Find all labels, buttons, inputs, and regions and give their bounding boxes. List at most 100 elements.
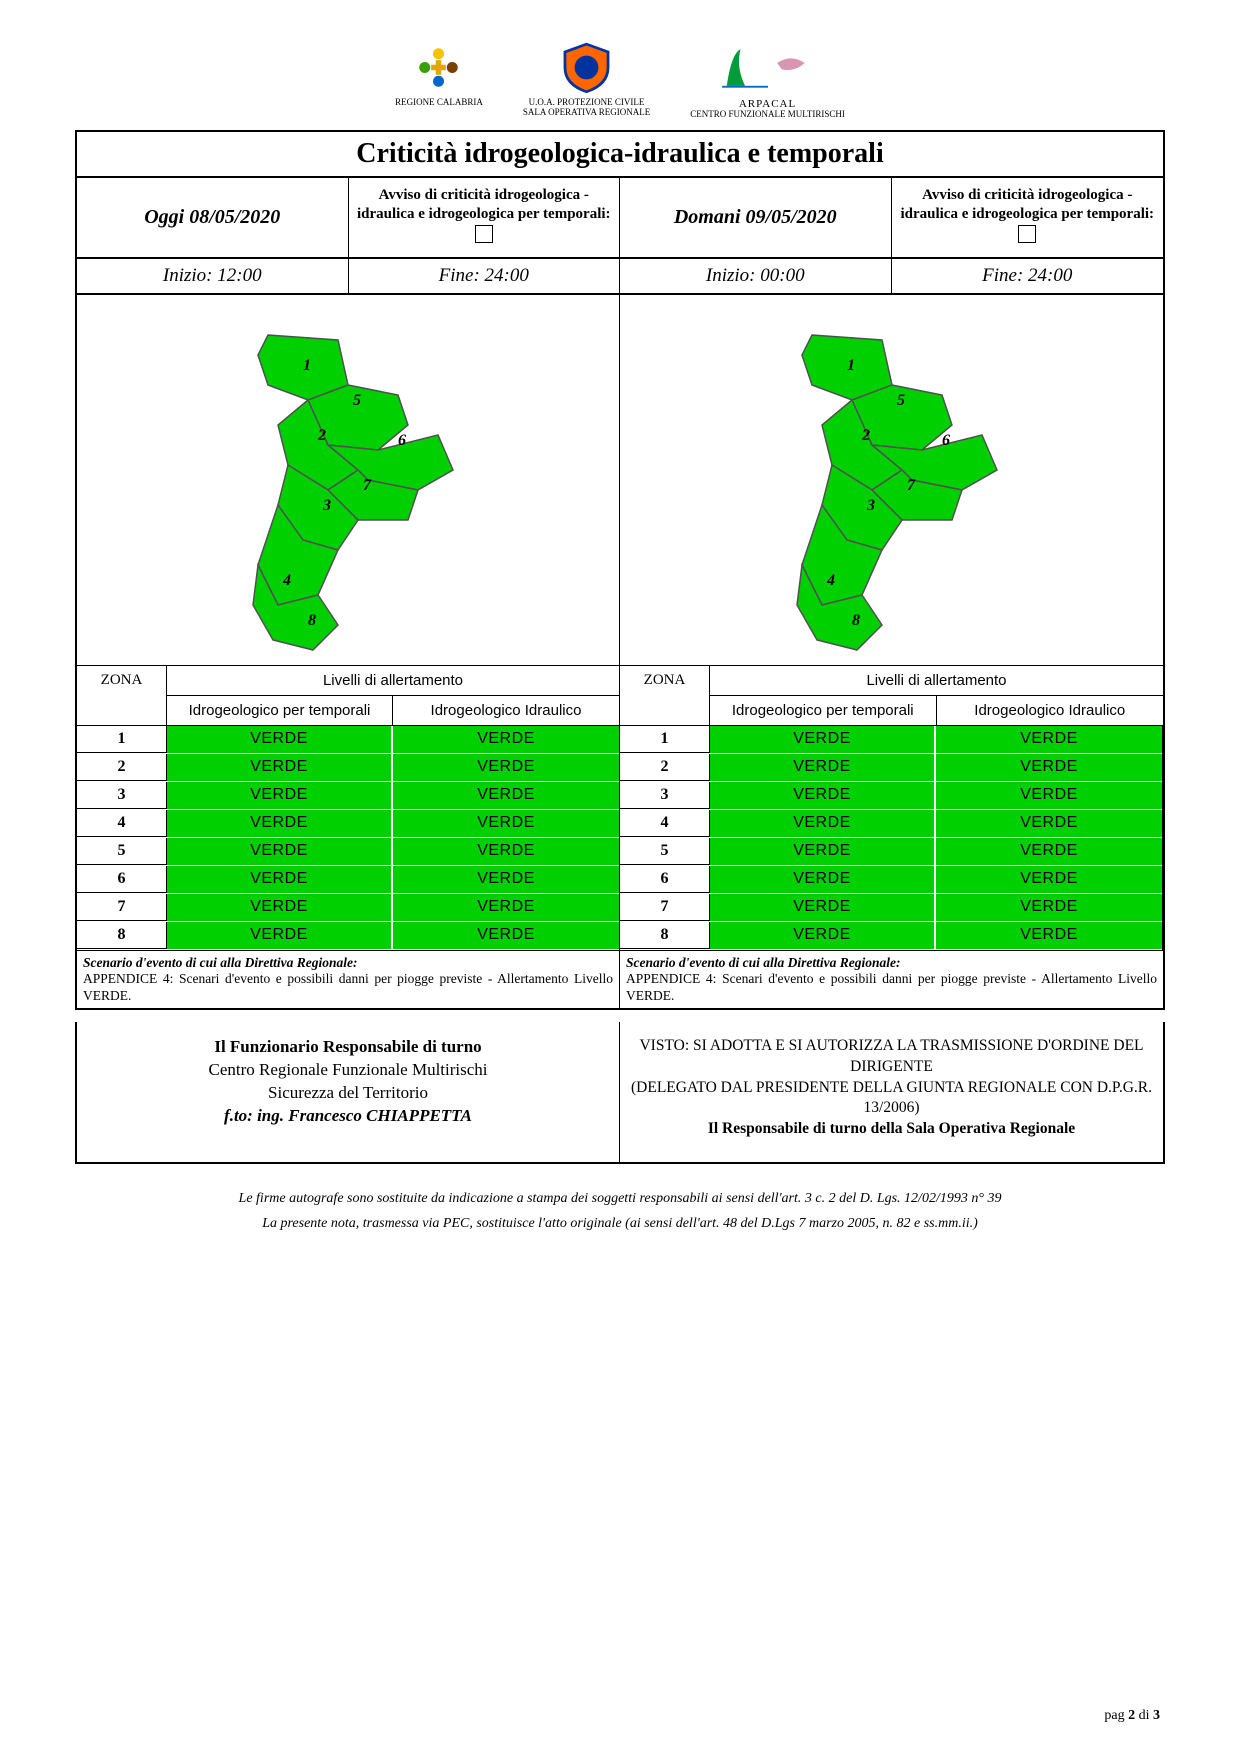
svg-text:3: 3 [866, 497, 875, 514]
checkbox-icon [1018, 225, 1036, 243]
level-cell: VERDE [393, 838, 619, 865]
sig-left-l2: Centro Regionale Funzionale Multirischi [87, 1059, 609, 1082]
signature-left: Il Funzionario Responsabile di turno Cen… [77, 1022, 620, 1163]
level-cell: VERDE [167, 838, 393, 865]
svg-text:5: 5 [353, 392, 361, 409]
level-cell: VERDE [936, 922, 1162, 949]
zone-number: 3 [620, 782, 710, 809]
level-cell: VERDE [936, 810, 1162, 837]
level-cell: VERDE [167, 810, 393, 837]
sig-right-l2: (DELEGATO DAL PRESIDENTE DELLA GIUNTA RE… [630, 1078, 1153, 1120]
today-avviso: Avviso di criticità idrogeologica - idra… [349, 178, 621, 257]
sig-left-l3: Sicurezza del Territorio [87, 1082, 609, 1105]
logo1-caption: REGIONE CALABRIA [395, 98, 483, 108]
level-cell: VERDE [936, 838, 1162, 865]
today-start: Inizio: 12:00 [77, 259, 349, 293]
level-cell: VERDE [710, 894, 936, 921]
scenario-body: APPENDICE 4: Scenari d'evento e possibil… [83, 971, 613, 1002]
zone-number: 2 [620, 754, 710, 781]
svg-text:2: 2 [861, 427, 870, 444]
table-row: 2VERDEVERDE [77, 754, 619, 782]
level-cell: VERDE [167, 754, 393, 781]
table-row: 2VERDEVERDE [620, 754, 1162, 782]
zone-number: 6 [77, 866, 167, 893]
level-cell: VERDE [710, 782, 936, 809]
zone-number: 5 [620, 838, 710, 865]
zone-number: 1 [77, 726, 167, 753]
level-cell: VERDE [167, 894, 393, 921]
tomorrow-end: Fine: 24:00 [892, 259, 1164, 293]
zone-number: 7 [77, 894, 167, 921]
zona-header: ZONA [620, 666, 710, 696]
svg-text:7: 7 [363, 477, 372, 494]
level-cell: VERDE [710, 726, 936, 753]
svg-text:6: 6 [398, 432, 406, 449]
svg-text:1: 1 [303, 357, 311, 374]
zone-number: 4 [77, 810, 167, 837]
scenario-title: Scenario d'evento di cui alla Direttiva … [83, 955, 357, 970]
bulletin-grid: Oggi 08/05/2020 Avviso di criticità idro… [75, 178, 1165, 1010]
level-cell: VERDE [393, 754, 619, 781]
level-cell: VERDE [710, 810, 936, 837]
svg-text:7: 7 [907, 477, 916, 494]
levels-header: Livelli di allertamento [710, 666, 1163, 696]
footnote1: Le firme autografe sono sostituite da in… [75, 1186, 1165, 1211]
scenario-today: Scenario d'evento di cui alla Direttiva … [77, 951, 620, 1008]
zone-number: 5 [77, 838, 167, 865]
level-cell: VERDE [393, 726, 619, 753]
logo-arpacal: ARPACAL CENTRO FUNZIONALE MULTIRISCHI [690, 40, 845, 120]
zone-number: 4 [620, 810, 710, 837]
sig-right-l1: VISTO: SI ADOTTA E SI AUTORIZZA LA TRASM… [630, 1036, 1153, 1078]
level-cell: VERDE [167, 922, 393, 949]
level-cell: VERDE [393, 922, 619, 949]
logo-regione: REGIONE CALABRIA [395, 40, 483, 120]
svg-text:1: 1 [847, 357, 855, 374]
svg-text:4: 4 [282, 572, 291, 589]
level-cell: VERDE [936, 894, 1162, 921]
footnotes: Le firme autografe sono sostituite da in… [75, 1186, 1165, 1236]
svg-text:3: 3 [322, 497, 331, 514]
level-cell: VERDE [393, 810, 619, 837]
table-row: 4VERDEVERDE [77, 810, 619, 838]
table-tomorrow: 1VERDEVERDE2VERDEVERDE3VERDEVERDE4VERDEV… [620, 726, 1163, 950]
level-cell: VERDE [167, 726, 393, 753]
svg-text:5: 5 [897, 392, 905, 409]
zona-header: ZONA [77, 666, 167, 696]
tomorrow-date: Domani 09/05/2020 [620, 178, 892, 257]
level-cell: VERDE [936, 866, 1162, 893]
level-cell: VERDE [710, 866, 936, 893]
footnote2: La presente nota, trasmessa via PEC, sos… [75, 1211, 1165, 1236]
logo-protezione-civile: U.O.A. PROTEZIONE CIVILE SALA OPERATIVA … [523, 40, 650, 120]
zone-number: 6 [620, 866, 710, 893]
level-cell: VERDE [936, 754, 1162, 781]
zone-number: 3 [77, 782, 167, 809]
map-tomorrow: 12345678 [620, 295, 1163, 665]
level-cell: VERDE [167, 782, 393, 809]
zone-number: 2 [77, 754, 167, 781]
col2-header: Idrogeologico Idraulico [393, 696, 619, 726]
table-row: 1VERDEVERDE [77, 726, 619, 754]
table-row: 5VERDEVERDE [77, 838, 619, 866]
table-today: 1VERDEVERDE2VERDEVERDE3VERDEVERDE4VERDEV… [77, 726, 620, 950]
svg-text:6: 6 [942, 432, 950, 449]
page-number: pag 2 di 3 [1104, 1708, 1160, 1724]
table-row: 8VERDEVERDE [620, 922, 1162, 950]
zone-number: 8 [620, 922, 710, 949]
col2-header: Idrogeologico Idraulico [937, 696, 1164, 726]
level-cell: VERDE [936, 782, 1162, 809]
svg-text:4: 4 [826, 572, 835, 589]
protezione-civile-icon [559, 40, 614, 95]
page-title: Criticità idrogeologica-idraulica e temp… [75, 130, 1165, 178]
tomorrow-avviso-label: Avviso di criticità idrogeologica - idra… [900, 187, 1154, 222]
table-row: 7VERDEVERDE [620, 894, 1162, 922]
table-row: 4VERDEVERDE [620, 810, 1162, 838]
level-cell: VERDE [393, 866, 619, 893]
level-cell: VERDE [393, 894, 619, 921]
level-cell: VERDE [710, 754, 936, 781]
col1-header: Idrogeologico per temporali [167, 696, 393, 726]
svg-text:2: 2 [317, 427, 326, 444]
table-row: 6VERDEVERDE [620, 866, 1162, 894]
sig-left-l1: Il Funzionario Responsabile di turno [87, 1036, 609, 1059]
regione-calabria-icon [411, 40, 466, 95]
scenario-title: Scenario d'evento di cui alla Direttiva … [626, 955, 900, 970]
